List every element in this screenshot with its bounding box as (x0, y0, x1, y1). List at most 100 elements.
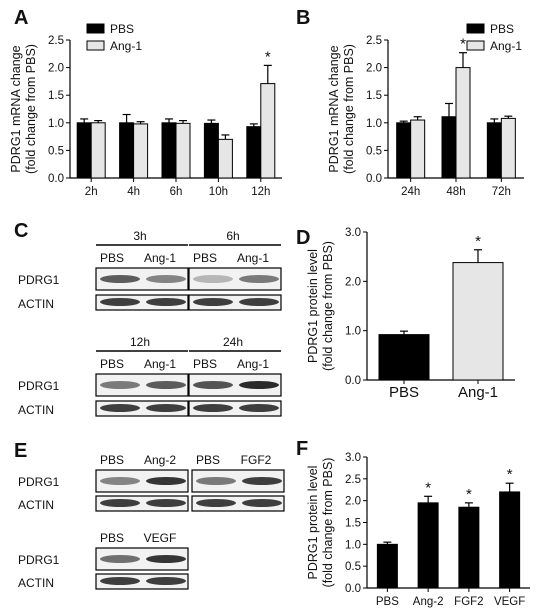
y-tick-label: 0.5 (48, 145, 64, 157)
y-tick-label: 1.0 (366, 118, 382, 130)
chart-a: 0.0 0.5 1.0 1.5 2.0 2.5 PDRG1 mRNA change (fold… (9, 22, 282, 198)
blot-time-label: 24h (223, 335, 243, 349)
y-tick-label: 2.0 (345, 496, 361, 508)
x-category-label: 72h (492, 186, 511, 198)
y-tick-label: 2.0 (48, 63, 64, 75)
chart-b: 0.0 0.5 1.0 1.5 2.0 2.5 PDRG1 mRNA change (fold… (327, 22, 524, 198)
bar (499, 491, 521, 589)
legend-label: PBS (490, 22, 514, 36)
bar (458, 506, 480, 589)
chart-f: 0.0 0.5 1.0 1.5 2.0 2.5 3.0 PDRG1 protein level… (306, 452, 530, 608)
blot-band (100, 381, 140, 389)
blot-row-label: PDRG1 (18, 553, 60, 567)
blot-band (100, 404, 140, 412)
bar (203, 122, 219, 179)
blot-lane-label: Ang-2 (144, 453, 176, 467)
y-axis-label: (fold change from PBS) (321, 458, 335, 588)
bar (119, 122, 135, 179)
y-tick-label: 0.0 (48, 173, 64, 185)
blot-lane-label: PBS (100, 357, 124, 371)
bar (441, 116, 457, 179)
blot-band (193, 298, 233, 306)
x-category-label: 48h (446, 186, 465, 198)
bar (378, 334, 430, 381)
blot-band (100, 577, 140, 585)
blot-band (146, 381, 186, 389)
bar (396, 122, 412, 179)
blot-lane-label: Ang-1 (144, 251, 176, 265)
blot-strip (188, 267, 282, 291)
blot-strip (188, 373, 282, 397)
blot-band (146, 275, 186, 283)
bar (76, 122, 92, 179)
panel-letter-c: C (14, 220, 28, 242)
legend-swatch (86, 23, 105, 34)
y-tick-label: 3.0 (345, 452, 361, 464)
y-tick-label: 2.5 (345, 474, 361, 486)
western-blot-c: 3h PBS Ang-1 6h PBS Ang-1 12h PBS Ang-1 24h PBS Ang… (18, 229, 282, 417)
legend-swatch (466, 40, 485, 51)
blot-band (239, 404, 279, 412)
significance-marker: * (265, 48, 271, 65)
legend-label: Ang-1 (110, 39, 142, 53)
blot-strip (95, 547, 189, 571)
panel-letter-b: B (296, 7, 310, 29)
y-tick-label: 2.5 (366, 35, 382, 47)
significance-marker: * (475, 233, 481, 250)
blot-row-label: PDRG1 (18, 475, 60, 489)
bar (246, 126, 262, 179)
x-category-label: 2h (85, 186, 98, 198)
y-axis-label: PDRG1 mRNA change (9, 45, 23, 172)
bar (417, 502, 439, 589)
blot-band (146, 404, 186, 412)
y-axis-label: (fold change from PBS) (24, 44, 38, 174)
bar (500, 117, 516, 179)
blot-band (146, 477, 186, 485)
blot-band (146, 499, 186, 507)
panel-letter-d: D (296, 227, 310, 249)
blot-lane-label: VEGF (144, 531, 177, 545)
blot-time-label: 6h (226, 229, 239, 243)
blot-lane-label: Ang-1 (237, 357, 269, 371)
y-tick-label: 0.0 (366, 173, 382, 185)
blot-band (146, 577, 186, 585)
y-tick-label: 1.5 (345, 518, 361, 530)
blot-band (193, 275, 233, 283)
blot-time-label: 12h (130, 335, 150, 349)
bar (376, 543, 398, 589)
bar (455, 67, 471, 179)
y-tick-label: 1.0 (48, 118, 64, 130)
blot-lane-label: PBS (100, 453, 124, 467)
blot-band (100, 298, 140, 306)
blot-strip (95, 267, 189, 291)
x-category-label: 12h (251, 186, 270, 198)
blot-strip (191, 469, 285, 493)
x-category-label: 24h (401, 186, 420, 198)
blot-lane-label: FGF2 (241, 453, 272, 467)
blot-strip (95, 373, 189, 397)
blot-row-label: ACTIN (18, 576, 54, 590)
blot-lane-label: PBS (193, 357, 217, 371)
blot-lane-label: Ang-1 (237, 251, 269, 265)
y-tick-label: 1.5 (48, 90, 64, 102)
y-tick-label: 1.0 (345, 326, 361, 338)
blot-lane-label: Ang-1 (144, 357, 176, 371)
y-axis-label: (fold change from PBS) (321, 241, 335, 371)
bar (486, 122, 502, 179)
blot-band (100, 555, 140, 563)
blot-band (193, 404, 233, 412)
y-tick-label: 2.0 (345, 276, 361, 288)
y-axis-label: PDRG1 mRNA change (327, 45, 341, 172)
x-category-label: 6h (170, 186, 183, 198)
blot-band (146, 555, 186, 563)
chart-d: 0.0 1.0 2.0 3.0 PDRG1 protein level (fold cha… (306, 227, 515, 401)
x-category-label: VEGF (494, 596, 525, 608)
y-tick-label: 0.0 (345, 583, 361, 595)
blot-band (196, 499, 236, 507)
y-axis-label: (fold change from PBS) (342, 44, 356, 174)
blot-lane-label: PBS (100, 531, 124, 545)
significance-marker: * (507, 466, 513, 483)
blot-lane-label: PBS (100, 251, 124, 265)
x-category-label: PBS (376, 596, 399, 608)
legend-swatch (466, 23, 485, 34)
